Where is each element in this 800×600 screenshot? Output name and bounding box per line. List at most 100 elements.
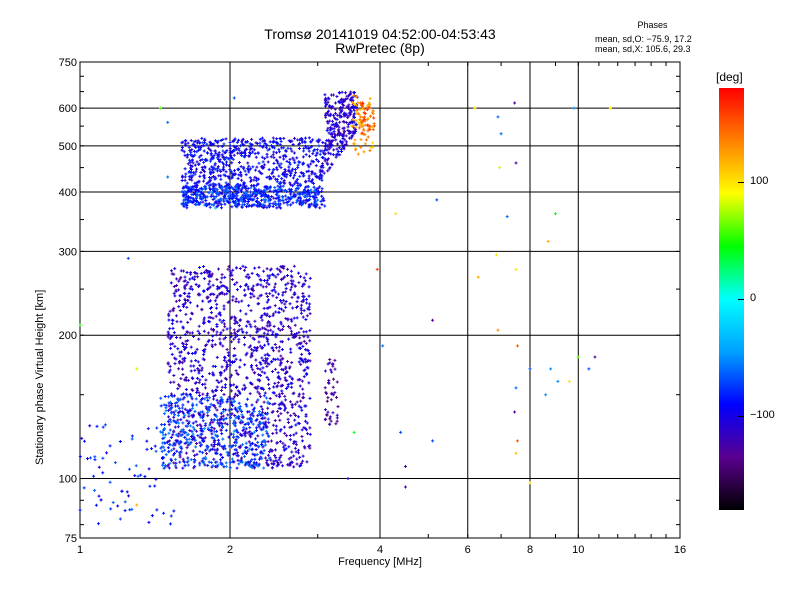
data-point bbox=[267, 382, 271, 386]
data-point bbox=[269, 448, 273, 452]
data-point bbox=[186, 463, 190, 467]
data-point bbox=[297, 360, 301, 364]
x-tick-label: 1 bbox=[77, 544, 83, 556]
data-point bbox=[301, 315, 305, 319]
data-point bbox=[310, 180, 314, 184]
data-point bbox=[269, 198, 273, 202]
data-point bbox=[196, 188, 200, 192]
data-point bbox=[233, 413, 237, 417]
data-point bbox=[252, 148, 256, 152]
data-point bbox=[245, 202, 249, 206]
data-point bbox=[228, 375, 232, 379]
data-point bbox=[298, 174, 302, 178]
data-point bbox=[215, 330, 219, 334]
data-point bbox=[289, 347, 293, 351]
data-point bbox=[198, 141, 202, 145]
data-point bbox=[215, 277, 219, 281]
data-point bbox=[317, 144, 321, 148]
data-point bbox=[228, 363, 232, 367]
data-point bbox=[235, 187, 239, 191]
data-point bbox=[212, 445, 216, 449]
data-point bbox=[174, 314, 178, 318]
data-point bbox=[265, 357, 269, 361]
data-point bbox=[211, 190, 215, 194]
data-point bbox=[299, 308, 303, 312]
data-point bbox=[220, 365, 224, 369]
data-point bbox=[216, 165, 220, 169]
data-point bbox=[189, 176, 193, 180]
data-point bbox=[287, 337, 291, 341]
data-point bbox=[222, 142, 226, 146]
data-point bbox=[278, 181, 282, 185]
data-point bbox=[300, 357, 304, 361]
data-point bbox=[293, 173, 297, 177]
data-point bbox=[271, 402, 275, 406]
data-point bbox=[211, 329, 215, 333]
data-point bbox=[189, 395, 193, 399]
data-point bbox=[170, 322, 174, 326]
data-point bbox=[211, 464, 215, 468]
data-point bbox=[260, 314, 264, 318]
data-point bbox=[237, 138, 241, 142]
data-point bbox=[261, 366, 265, 370]
data-point bbox=[259, 455, 263, 459]
data-point bbox=[184, 376, 188, 380]
data-point bbox=[290, 295, 294, 299]
data-point bbox=[229, 170, 233, 174]
data-point bbox=[352, 94, 356, 98]
data-point bbox=[210, 272, 214, 276]
data-point bbox=[231, 268, 235, 272]
data-point bbox=[368, 97, 372, 101]
data-point bbox=[174, 299, 178, 303]
data-point bbox=[240, 140, 244, 144]
data-point bbox=[195, 193, 199, 197]
data-point bbox=[245, 205, 249, 209]
data-point bbox=[276, 414, 280, 418]
data-point bbox=[285, 159, 289, 163]
data-point bbox=[216, 421, 220, 425]
data-point bbox=[221, 456, 225, 460]
data-point bbox=[130, 434, 134, 438]
data-point bbox=[280, 177, 284, 181]
data-point bbox=[216, 401, 220, 405]
data-point bbox=[354, 95, 358, 99]
data-point bbox=[340, 134, 344, 138]
data-point bbox=[359, 138, 363, 142]
data-point bbox=[250, 147, 254, 151]
data-point bbox=[201, 414, 205, 418]
data-point bbox=[300, 439, 304, 443]
data-point bbox=[263, 353, 267, 357]
data-point bbox=[476, 275, 480, 279]
data-point bbox=[352, 108, 356, 112]
data-point bbox=[326, 157, 330, 161]
data-point bbox=[188, 169, 192, 173]
data-point bbox=[245, 189, 249, 193]
data-point bbox=[190, 164, 194, 168]
data-point bbox=[211, 420, 215, 424]
data-point bbox=[248, 145, 252, 149]
data-point bbox=[204, 405, 208, 409]
data-point bbox=[219, 197, 223, 201]
data-point bbox=[263, 312, 267, 316]
data-point bbox=[237, 147, 241, 151]
data-point bbox=[289, 350, 293, 354]
data-point bbox=[339, 106, 343, 110]
data-point bbox=[302, 149, 306, 153]
data-point bbox=[186, 280, 190, 284]
data-point bbox=[158, 106, 162, 110]
data-point bbox=[215, 156, 219, 160]
data-point bbox=[295, 316, 299, 320]
data-point bbox=[168, 418, 172, 422]
data-point bbox=[206, 463, 210, 467]
data-point bbox=[191, 161, 195, 165]
data-point bbox=[216, 144, 220, 148]
data-point bbox=[248, 167, 252, 171]
data-point bbox=[315, 187, 319, 191]
data-point bbox=[201, 141, 205, 145]
data-point bbox=[189, 364, 193, 368]
data-point bbox=[266, 329, 270, 333]
data-point bbox=[274, 459, 278, 463]
data-point bbox=[224, 163, 228, 167]
data-point bbox=[172, 306, 176, 310]
data-point bbox=[352, 91, 356, 95]
